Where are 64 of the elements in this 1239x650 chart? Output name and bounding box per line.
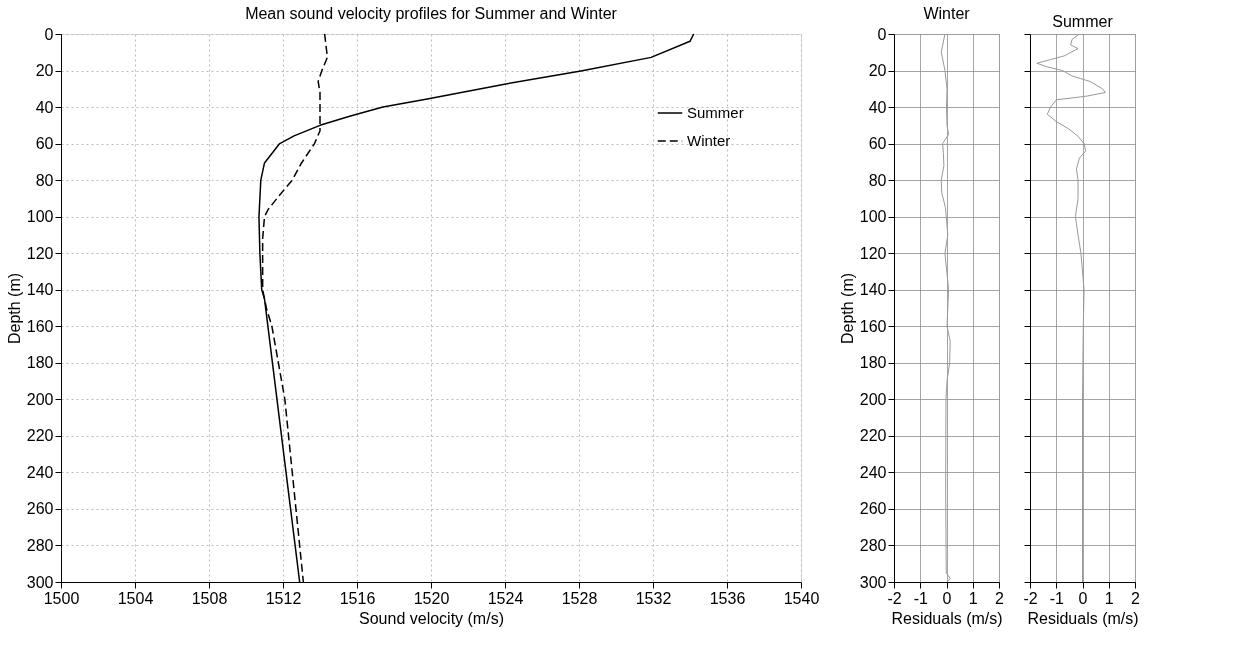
y-tick-label: 160 bbox=[26, 317, 54, 335]
y-tick-label: 0 bbox=[877, 25, 887, 43]
x-tick-label: -1 bbox=[1049, 589, 1064, 607]
x-tick-label: 0 bbox=[1078, 589, 1088, 607]
y-tick-label: 140 bbox=[859, 281, 887, 299]
x-tick-label: 2 bbox=[995, 589, 1005, 607]
y-tick-label: 100 bbox=[26, 208, 54, 226]
y-tick-label: 300 bbox=[859, 573, 887, 591]
y-tick-label: 60 bbox=[868, 135, 887, 153]
x-axis-title: Residuals (m/s) bbox=[891, 609, 1003, 627]
y-tick-label: 0 bbox=[44, 25, 54, 43]
y-tick-label: 280 bbox=[859, 536, 887, 554]
y-tick-label: 220 bbox=[26, 427, 54, 445]
y-tick-label: 200 bbox=[859, 390, 887, 408]
x-tick-label: -2 bbox=[887, 589, 902, 607]
chart-title: Winter bbox=[923, 5, 971, 22]
x-tick-label: 0 bbox=[942, 589, 952, 607]
x-tick-label: 1532 bbox=[635, 589, 672, 607]
chart-title: Summer bbox=[1052, 12, 1114, 30]
y-tick-label: 40 bbox=[868, 98, 887, 116]
y-tick-label: 180 bbox=[26, 354, 54, 372]
y-tick-label: 20 bbox=[868, 62, 887, 80]
y-tick-label: 200 bbox=[26, 390, 54, 408]
y-tick-label: 180 bbox=[859, 354, 887, 372]
x-tick-label: 1536 bbox=[709, 589, 746, 607]
x-tick-label: 1512 bbox=[265, 589, 302, 607]
y-tick-label: 120 bbox=[26, 244, 54, 262]
y-tick-label: 100 bbox=[859, 208, 887, 226]
y-tick-label: 80 bbox=[35, 171, 54, 189]
line-series bbox=[940, 33, 951, 583]
y-axis-title: Depth (m) bbox=[838, 272, 856, 345]
x-tick-label: -2 bbox=[1023, 589, 1038, 607]
x-tick-label: 2 bbox=[1131, 589, 1141, 607]
y-tick-label: 240 bbox=[859, 463, 887, 481]
y-tick-label: 300 bbox=[26, 573, 54, 591]
y-tick-label: 60 bbox=[35, 135, 54, 153]
y-tick-label: 120 bbox=[859, 244, 887, 262]
x-tick-label: 1508 bbox=[191, 589, 228, 607]
x-axis-title: Residuals (m/s) bbox=[1027, 609, 1139, 627]
y-tick-label: 80 bbox=[868, 171, 887, 189]
x-tick-label: 1 bbox=[1104, 589, 1114, 607]
x-tick-label: 1524 bbox=[487, 589, 524, 607]
legend-label: Summer bbox=[687, 104, 744, 121]
x-tick-label: 1516 bbox=[339, 589, 376, 607]
x-tick-label: -1 bbox=[913, 589, 928, 607]
x-tick-label: 1504 bbox=[117, 589, 154, 607]
y-tick-label: 20 bbox=[35, 62, 54, 80]
x-tick-label: 1528 bbox=[561, 589, 598, 607]
y-tick-label: 40 bbox=[35, 98, 54, 116]
chart-title: Mean sound velocity profiles for Summer and Winter bbox=[245, 5, 618, 22]
y-tick-label: 280 bbox=[26, 536, 54, 554]
y-tick-label: 140 bbox=[26, 281, 54, 299]
y-tick-label: 260 bbox=[26, 500, 54, 518]
y-tick-label: 260 bbox=[859, 500, 887, 518]
x-tick-label: 1 bbox=[968, 589, 978, 607]
y-tick-label: 240 bbox=[26, 463, 54, 481]
legend-label: Winter bbox=[687, 132, 731, 149]
x-tick-label: 1500 bbox=[43, 589, 80, 607]
y-tick-label: 160 bbox=[859, 317, 887, 335]
x-axis-title: Sound velocity (m/s) bbox=[359, 609, 504, 627]
x-tick-label: 1540 bbox=[783, 589, 820, 607]
y-tick-label: 220 bbox=[859, 427, 887, 445]
y-axis-title: Depth (m) bbox=[5, 272, 23, 345]
x-tick-label: 1520 bbox=[413, 589, 450, 607]
